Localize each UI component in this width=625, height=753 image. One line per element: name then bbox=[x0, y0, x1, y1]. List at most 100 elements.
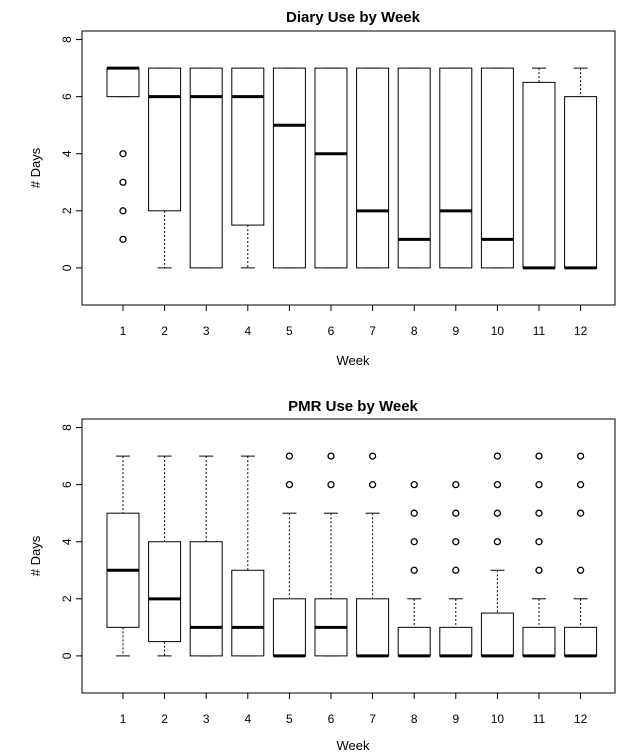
box-week-8 bbox=[397, 67, 431, 269]
box-week-9 bbox=[439, 67, 473, 269]
box-iqr bbox=[314, 67, 348, 269]
outlier-point bbox=[368, 452, 377, 460]
outlier-point bbox=[493, 480, 502, 489]
outlier-point bbox=[285, 480, 294, 489]
box-week-2 bbox=[148, 455, 182, 657]
box-iqr bbox=[397, 67, 431, 269]
outlier-point bbox=[576, 566, 585, 574]
box-week-5 bbox=[272, 452, 306, 658]
outlier-point bbox=[119, 235, 127, 244]
box-week-6 bbox=[314, 452, 348, 657]
x-tick-label: 10 bbox=[491, 712, 505, 726]
y-axis-label: # Days bbox=[28, 147, 43, 188]
x-tick-label: 9 bbox=[452, 324, 459, 338]
x-axis: 1 2 3 4 5 6 7 8 9 10 11 12 bbox=[120, 693, 588, 726]
x-tick-label: 8 bbox=[411, 324, 418, 338]
box-iqr bbox=[480, 67, 514, 269]
outlier-point bbox=[535, 509, 543, 517]
chart-title: PMR Use by Week bbox=[288, 398, 418, 415]
x-tick-label: 3 bbox=[203, 324, 210, 338]
x-tick-label: 12 bbox=[574, 324, 588, 338]
outlier-point bbox=[285, 452, 294, 460]
box-iqr bbox=[148, 67, 182, 212]
box-week-11 bbox=[522, 452, 556, 658]
y-tick-label: 0 bbox=[60, 264, 74, 271]
box-iqr bbox=[439, 626, 473, 657]
x-tick-label: 4 bbox=[244, 712, 251, 726]
outlier-point bbox=[535, 538, 543, 546]
box-iqr bbox=[439, 67, 473, 269]
box-iqr bbox=[189, 541, 223, 657]
y-tick-label: 8 bbox=[60, 424, 74, 431]
outlier-point bbox=[119, 150, 127, 158]
y-tick-label: 4 bbox=[60, 538, 74, 545]
box-iqr bbox=[522, 81, 556, 269]
y-tick-label: 6 bbox=[60, 481, 74, 488]
box-week-7 bbox=[356, 452, 390, 658]
box-series bbox=[106, 452, 598, 658]
box-week-8 bbox=[397, 480, 431, 658]
x-tick-label: 2 bbox=[161, 324, 168, 338]
box-iqr bbox=[397, 626, 431, 657]
y-tick-label: 4 bbox=[60, 150, 74, 157]
outlier-point bbox=[452, 566, 460, 574]
outlier-point bbox=[368, 480, 377, 489]
box-iqr bbox=[231, 569, 265, 657]
x-tick-label: 1 bbox=[120, 712, 127, 726]
box-iqr bbox=[356, 598, 390, 657]
box-iqr bbox=[272, 598, 306, 657]
outlier-point bbox=[493, 452, 502, 460]
y-tick-label: 0 bbox=[60, 652, 74, 659]
box-iqr bbox=[272, 67, 306, 269]
box-series bbox=[106, 66, 598, 270]
x-tick-label: 3 bbox=[203, 712, 210, 726]
chart-title: Diary Use by Week bbox=[286, 9, 421, 26]
outlier-point bbox=[576, 509, 585, 517]
outlier-point bbox=[410, 538, 418, 546]
plot-frame bbox=[81, 30, 616, 306]
box-week-12 bbox=[564, 452, 598, 658]
y-axis-label: # Days bbox=[28, 535, 43, 576]
outlier-point bbox=[493, 509, 502, 517]
box-week-2 bbox=[148, 67, 182, 269]
outlier-point bbox=[410, 509, 418, 517]
x-tick-label: 5 bbox=[286, 324, 293, 338]
box-iqr bbox=[231, 67, 265, 226]
box-week-1 bbox=[106, 455, 140, 657]
x-axis-label: Week bbox=[337, 353, 370, 368]
y-tick-label: 8 bbox=[60, 36, 74, 43]
box-iqr bbox=[106, 67, 140, 98]
y-axis: 0 2 4 6 8 bbox=[60, 36, 82, 271]
box-week-3 bbox=[189, 67, 223, 269]
plot-frame bbox=[81, 418, 616, 694]
x-tick-label: 8 bbox=[411, 712, 418, 726]
box-iqr bbox=[522, 626, 556, 657]
x-tick-label: 7 bbox=[369, 712, 376, 726]
x-tick-label: 2 bbox=[161, 712, 168, 726]
box-iqr bbox=[148, 541, 182, 643]
x-axis-label: Week bbox=[337, 738, 370, 753]
outlier-point bbox=[452, 480, 460, 489]
outlier-point bbox=[452, 538, 460, 546]
box-week-10 bbox=[480, 67, 514, 269]
box-iqr bbox=[564, 626, 598, 657]
x-tick-label: 10 bbox=[491, 324, 505, 338]
outlier-point bbox=[576, 452, 585, 460]
outlier-point bbox=[327, 480, 335, 489]
x-tick-label: 11 bbox=[533, 324, 546, 338]
y-tick-label: 2 bbox=[60, 595, 74, 602]
y-tick-label: 2 bbox=[60, 207, 74, 214]
outlier-point bbox=[410, 480, 418, 489]
x-axis: 1 2 3 4 5 6 7 8 9 10 11 12 bbox=[120, 305, 588, 338]
box-week-10 bbox=[480, 452, 514, 658]
box-week-11 bbox=[522, 67, 556, 270]
x-tick-label: 6 bbox=[328, 324, 335, 338]
box-week-7 bbox=[356, 67, 390, 269]
x-tick-label: 7 bbox=[369, 324, 376, 338]
outlier-point bbox=[576, 480, 585, 489]
box-week-9 bbox=[439, 480, 473, 658]
x-tick-label: 6 bbox=[328, 712, 335, 726]
y-tick-label: 6 bbox=[60, 93, 74, 100]
